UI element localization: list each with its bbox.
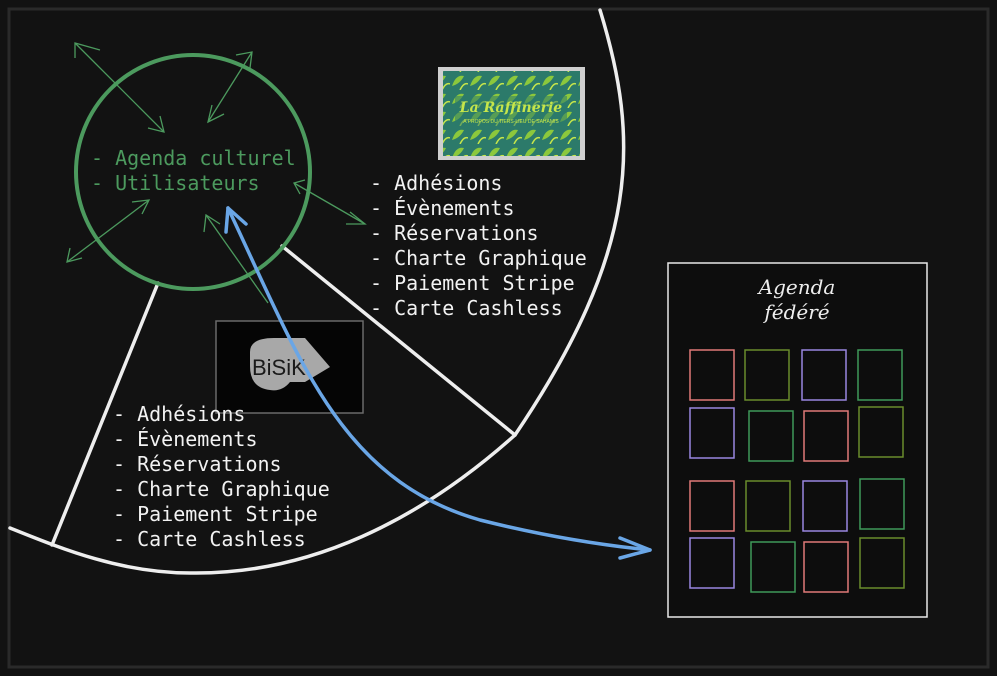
agenda-title-line1: Agenda — [757, 275, 836, 299]
feature-item: - Carte Cashless — [370, 296, 563, 320]
feature-item: - Paiement Stripe — [370, 271, 575, 295]
bisik-logo-text: BiSiK — [252, 355, 306, 380]
hub-item: - Agenda culturel — [91, 146, 296, 170]
feature-item: - Réservations — [113, 452, 282, 476]
feature-item: - Carte Cashless — [113, 527, 306, 551]
feature-item: - Charte Graphique — [370, 246, 587, 270]
raffinerie-logo-title: La Raffinerie — [459, 100, 562, 116]
feature-item: - Charte Graphique — [113, 477, 330, 501]
bisik-feature-list: - Adhésions - Évènements - Réservations … — [113, 402, 330, 551]
agenda-title-line2: fédéré — [762, 300, 829, 324]
raffinerie-feature-list: - Adhésions - Évènements - Réservations … — [370, 171, 587, 320]
hub-item: - Utilisateurs — [91, 171, 260, 195]
feature-item: - Évènements — [113, 427, 258, 451]
raffinerie-logo: La Raffinerie A PROPOS DU TIERS-LIEU DE … — [438, 67, 585, 160]
feature-item: - Réservations — [370, 221, 539, 245]
raffinerie-logo-tagline: A PROPOS DU TIERS-LIEU DE SAHAMIS — [463, 119, 559, 125]
feature-item: - Adhésions — [370, 171, 502, 195]
feature-item: - Adhésions — [113, 402, 245, 426]
feature-item: - Évènements — [370, 196, 515, 220]
federated-agenda-panel: Agenda fédéré — [668, 263, 927, 617]
hub: - Agenda culturel - Utilisateurs — [67, 43, 365, 303]
feature-item: - Paiement Stripe — [113, 502, 318, 526]
